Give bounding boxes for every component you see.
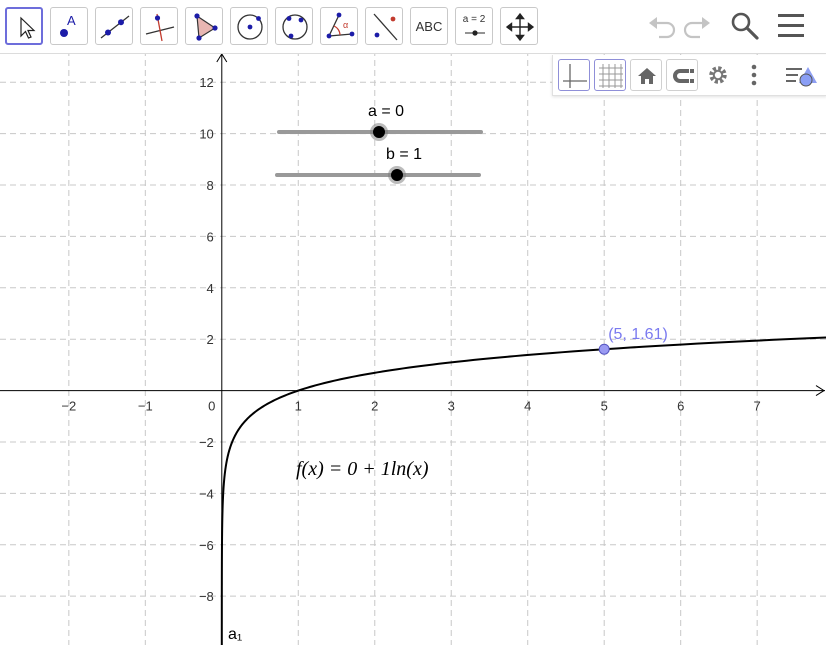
search-icon[interactable] <box>728 9 762 43</box>
slider-icon <box>465 30 485 36</box>
style-bar <box>552 55 826 96</box>
standard-view-button[interactable] <box>630 59 662 91</box>
axes-toggle-button[interactable] <box>558 59 590 91</box>
slider-tool-button[interactable]: a = 2 <box>455 7 493 45</box>
y-tick-label: −8 <box>199 589 214 604</box>
point-on-curve[interactable] <box>598 343 610 355</box>
move-tool-button[interactable] <box>5 7 43 45</box>
menu-icon[interactable] <box>776 9 810 43</box>
polygon-tool-button[interactable] <box>185 7 223 45</box>
x-tick-label: 5 <box>601 399 608 414</box>
x-tick-label: 7 <box>754 399 761 414</box>
line-through-points-icon <box>100 15 130 39</box>
x-tick-label: 2 <box>371 399 378 414</box>
slider-b-label: b = 1 <box>386 146 422 163</box>
point-tool-label: A <box>67 13 76 28</box>
circle-tool-button[interactable] <box>230 7 268 45</box>
toolbar: A α ABC a = 2 <box>0 0 826 54</box>
axes <box>0 52 825 645</box>
y-tick-label: −6 <box>199 538 214 553</box>
circle-three-points-tool-button[interactable] <box>275 7 313 45</box>
stylebar-toggle-icon <box>786 67 817 87</box>
x-axis-arrow <box>815 385 825 397</box>
slider-a-knob[interactable] <box>373 126 385 138</box>
arrow-pointer-icon <box>20 16 36 39</box>
line-tool-button[interactable] <box>95 7 133 45</box>
y-tick-label: 12 <box>199 75 213 90</box>
point-coordinate-label: (5, 1.61) <box>608 326 668 343</box>
reflect-about-line-icon <box>373 13 398 41</box>
circle-center-point-icon <box>237 14 263 40</box>
x-tick-label: 3 <box>448 399 455 414</box>
y-axis-arrow <box>216 53 228 63</box>
point-capture-icon <box>673 69 694 83</box>
perpendicular-icon <box>145 13 175 42</box>
perpendicular-line-tool-button[interactable] <box>140 7 178 45</box>
settings-gear-icon <box>709 66 727 84</box>
angle-tool-button[interactable]: α <box>320 7 358 45</box>
x-tick-label: −2 <box>61 399 76 414</box>
stylebar-toggle-button[interactable] <box>784 59 817 91</box>
more-options-button[interactable] <box>738 59 770 91</box>
y-tick-label: 6 <box>207 229 214 244</box>
more-vertical-icon <box>751 64 757 86</box>
move-graphics-view-tool-button[interactable] <box>500 7 538 45</box>
redo-icon[interactable] <box>680 9 714 43</box>
slider-b-knob[interactable] <box>391 169 403 181</box>
point-icon <box>60 29 68 37</box>
y-tick-label: 10 <box>199 127 213 142</box>
undo-icon[interactable] <box>645 9 679 43</box>
x-tick-label: 4 <box>524 399 531 414</box>
graphics-settings-button[interactable] <box>702 59 734 91</box>
y-tick-label: −4 <box>199 486 214 501</box>
y-tick-label: −2 <box>199 435 214 450</box>
x-tick-label: 6 <box>677 399 684 414</box>
y-tick-label: 2 <box>207 332 214 347</box>
circle-three-points-icon <box>282 14 308 40</box>
angle-icon <box>326 12 355 39</box>
grid-toggle-button[interactable] <box>594 59 626 91</box>
function-name-label: a₁ <box>228 626 242 643</box>
y-tick-label: 4 <box>207 281 214 296</box>
home-icon <box>638 68 656 84</box>
function-curve[interactable] <box>220 336 826 645</box>
move-arrows-icon <box>505 12 535 42</box>
angle-tool-label: α <box>343 20 349 30</box>
y-tick-label: 8 <box>207 178 214 193</box>
point-tool-button[interactable]: A <box>50 7 88 45</box>
x-tick-label: 1 <box>295 399 302 414</box>
slider-b[interactable]: b = 1 <box>275 146 481 184</box>
function-equation-label: f(x) = 0 + 1ln(x) <box>296 458 429 480</box>
text-tool-label: ABC <box>415 19 443 34</box>
point-capture-button[interactable] <box>666 59 698 91</box>
slider-a-label: a = 0 <box>368 103 404 120</box>
text-tool-button[interactable]: ABC <box>410 7 448 45</box>
x-tick-label: −1 <box>138 399 153 414</box>
x-tick-label: 0 <box>208 399 215 414</box>
polygon-icon <box>194 13 218 41</box>
grid-toggle-icon <box>599 64 623 88</box>
slider-a[interactable]: a = 0 <box>277 103 483 141</box>
axes-toggle-icon <box>563 64 587 88</box>
slider-tool-label: a = 2 <box>462 14 486 25</box>
reflect-tool-button[interactable] <box>365 7 403 45</box>
